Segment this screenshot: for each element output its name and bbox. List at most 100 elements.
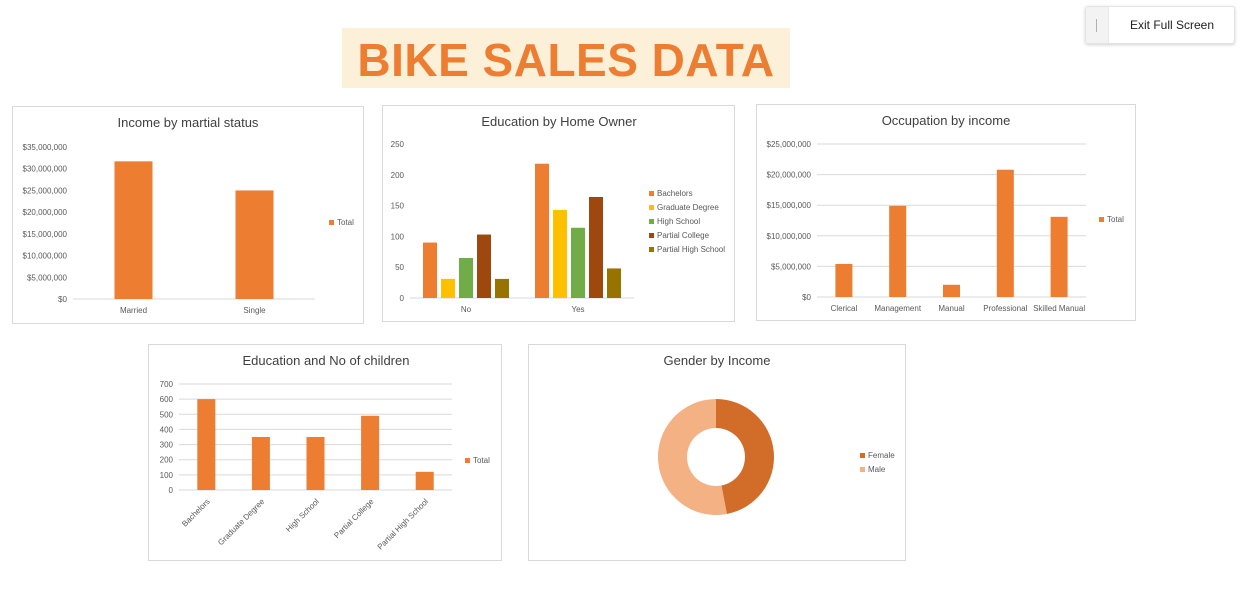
y-tick-label: $20,000,000 — [767, 171, 812, 180]
bar-bachelors — [197, 399, 216, 490]
bar-clerical — [835, 263, 853, 297]
bar-graduate-degree — [251, 437, 270, 490]
x-tick-label: Single — [243, 306, 266, 315]
legend-label-high-school: High School — [657, 217, 700, 226]
legend-label-male: Male — [868, 465, 886, 474]
legend-swatch-female — [860, 453, 865, 458]
donut-slice-male — [658, 399, 727, 515]
legend-label-partial-high-school: Partial High School — [657, 245, 725, 254]
exit-full-screen-icon — [1086, 7, 1109, 43]
chart-education-by-home-owner[interactable]: Education by Home Owner 0 50 100 150 200 250 No… — [382, 105, 735, 322]
y-tick-label: $20,000,000 — [23, 208, 68, 217]
legend-swatch-male — [860, 467, 865, 472]
chart-occupation-by-income[interactable]: Occupation by income $0 $5,000,000 $10,000,… — [756, 104, 1136, 321]
chart-income-by-marital-status[interactable]: Income by martial status $0 $5,000,000 $10,… — [12, 106, 364, 324]
x-tick-label: Bachelors — [180, 497, 212, 529]
y-tick-label: $10,000,000 — [767, 232, 812, 241]
y-tick-label: $15,000,000 — [767, 201, 812, 210]
x-tick-label: Skilled Manual — [1033, 304, 1085, 313]
legend-swatch-graduate-degree — [649, 205, 654, 210]
y-tick-label: $0 — [802, 293, 811, 302]
bar-manual — [943, 284, 960, 297]
legend-label-graduate-degree: Graduate Degree — [657, 203, 719, 212]
x-tick-label: High School — [284, 497, 321, 534]
bar-professional — [996, 169, 1014, 297]
y-tick-label: $25,000,000 — [23, 186, 68, 195]
chart-title: Occupation by income — [882, 113, 1011, 128]
exit-full-screen-button[interactable]: Exit Full Screen — [1085, 6, 1235, 44]
x-tick-label: Partial College — [332, 497, 376, 541]
y-tick-label: 100 — [391, 232, 405, 241]
legend-label-total: Total — [337, 218, 354, 227]
bar-married — [114, 161, 153, 299]
x-tick-label: Professional — [983, 304, 1027, 313]
chart-education-and-children[interactable]: Education and No of children 0 100 200 300 40… — [148, 344, 502, 561]
legend-swatch-high-school — [649, 219, 654, 224]
y-tick-label: 300 — [160, 441, 174, 450]
bar-partial-college — [361, 415, 380, 490]
bar-management — [889, 205, 907, 297]
y-tick-label: $10,000,000 — [23, 252, 68, 261]
legend-label-total: Total — [1107, 215, 1124, 224]
y-tick-label: 200 — [160, 456, 174, 465]
y-tick-label: 500 — [160, 410, 174, 419]
legend-swatch-total — [329, 220, 334, 225]
y-tick-label: 200 — [391, 171, 405, 180]
chart-occupation-by-income-svg: Occupation by income $0 $5,000,000 $10,000,… — [767, 113, 1125, 313]
bar-single — [235, 190, 274, 299]
bar-no-partial-college — [477, 234, 491, 298]
bar-no-partial-high-school — [495, 278, 509, 298]
chart-gender-by-income[interactable]: Gender by Income Female Male — [528, 344, 906, 561]
bar-yes-high-school — [571, 227, 585, 298]
x-tick-label: Graduate Degree — [216, 497, 266, 547]
chart-income-by-marital-status-svg: Income by martial status $0 $5,000,000 $10,… — [23, 115, 355, 315]
bar-high-school — [306, 437, 325, 490]
legend-swatch-total — [1099, 217, 1104, 222]
y-tick-label: 400 — [160, 425, 174, 434]
legend-swatch-bachelors — [649, 191, 654, 196]
legend-swatch-total — [465, 458, 470, 463]
x-tick-label: Partial High School — [376, 497, 431, 552]
y-tick-label: 50 — [395, 263, 404, 272]
legend-label-total: Total — [473, 456, 490, 465]
y-tick-label: 600 — [160, 395, 174, 404]
bar-no-graduate-degree — [441, 278, 455, 298]
bar-yes-graduate-degree — [553, 209, 567, 298]
legend-label-partial-college: Partial College — [657, 231, 710, 240]
y-tick-label: 150 — [391, 202, 405, 211]
donut-slice-female — [716, 399, 774, 514]
title-banner: BIKE SALES DATA — [342, 28, 790, 88]
x-tick-label: Married — [120, 306, 147, 315]
y-tick-label: 250 — [391, 140, 405, 149]
bar-no-high-school — [459, 257, 473, 298]
chart-title: Education and No of children — [243, 353, 410, 368]
legend-label-bachelors: Bachelors — [657, 189, 693, 198]
y-tick-label: $15,000,000 — [23, 230, 68, 239]
y-tick-label: 0 — [169, 486, 174, 495]
chart-title: Income by martial status — [118, 115, 259, 130]
legend-label-female: Female — [868, 451, 895, 460]
bar-yes-partial-college — [589, 196, 603, 298]
legend-swatch-partial-high-school — [649, 247, 654, 252]
y-tick-label: 100 — [160, 471, 174, 480]
y-tick-label: $25,000,000 — [767, 140, 812, 149]
y-tick-label: 700 — [160, 380, 174, 389]
bar-partial-high-school — [415, 471, 434, 490]
y-tick-label: $0 — [58, 295, 67, 304]
chart-gender-by-income-svg: Gender by Income Female Male — [658, 353, 895, 515]
exit-full-screen-label: Exit Full Screen — [1129, 18, 1215, 32]
y-tick-label: $5,000,000 — [771, 262, 812, 271]
page-title: BIKE SALES DATA — [357, 34, 775, 86]
chart-title: Gender by Income — [664, 353, 771, 368]
legend-swatch-partial-college — [649, 233, 654, 238]
chart-education-by-home-owner-svg: Education by Home Owner 0 50 100 150 200 250 No… — [391, 114, 726, 314]
y-tick-label: $30,000,000 — [23, 165, 68, 174]
y-tick-label: $5,000,000 — [27, 273, 68, 282]
y-tick-label: $35,000,000 — [23, 143, 68, 152]
x-tick-label: Management — [874, 304, 921, 313]
bar-yes-bachelors — [535, 163, 549, 298]
chart-title: Education by Home Owner — [481, 114, 637, 129]
x-tick-label: Clerical — [831, 304, 858, 313]
chart-education-and-children-svg: Education and No of children 0 100 200 300 40… — [160, 353, 490, 552]
bar-no-bachelors — [423, 242, 437, 298]
